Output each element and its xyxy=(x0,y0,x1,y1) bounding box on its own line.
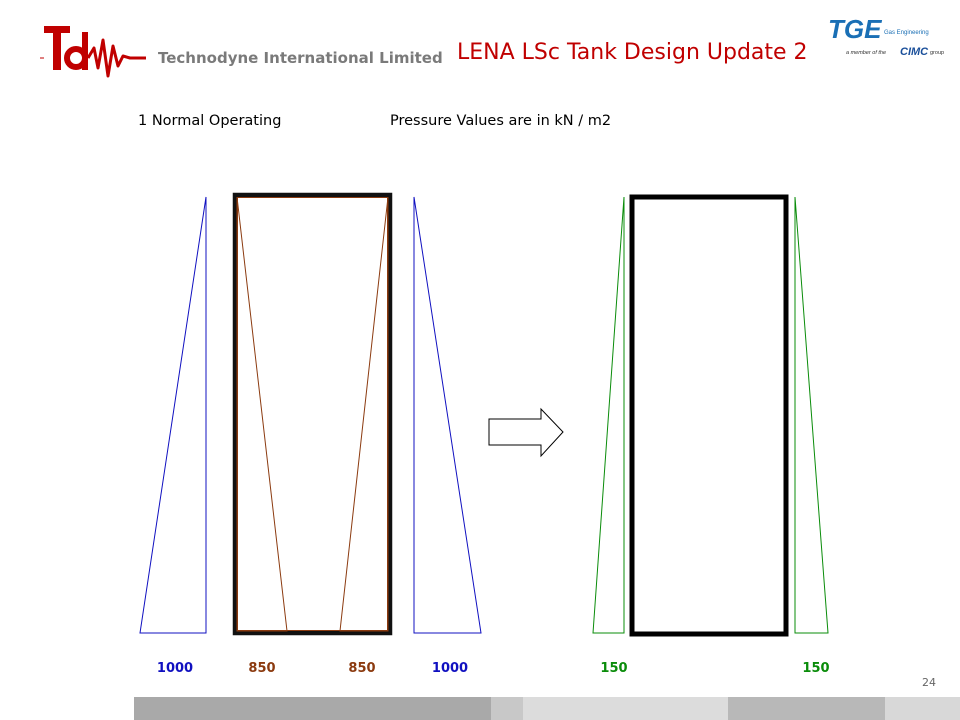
left-outer-pressure-triangle xyxy=(139,196,207,634)
left-inner-pressure-triangle xyxy=(236,196,288,632)
tank-wall-after xyxy=(629,194,789,637)
units-note: Pressure Values are in kN / m2 xyxy=(390,113,612,129)
right-arrow-icon xyxy=(488,407,564,458)
load-case-label: 1 Normal Operating xyxy=(138,113,282,129)
right-outer-pressure-triangle xyxy=(413,196,482,634)
right-inner-pressure-triangle xyxy=(339,196,389,632)
svg-text:TGE: TGE xyxy=(828,14,882,44)
tge-cimc-logo: TGE Gas Engineering a member of the CIMC… xyxy=(826,14,946,66)
tank-wall-before xyxy=(232,192,393,636)
pressure-value: 1000 xyxy=(431,661,469,676)
right-net-pressure-triangle xyxy=(794,196,829,634)
svg-text:group: group xyxy=(930,50,944,56)
footer-bar xyxy=(0,697,960,720)
svg-text:a member of the: a member of the xyxy=(846,50,886,56)
svg-text:CIMC: CIMC xyxy=(900,46,929,58)
pressure-value: 150 xyxy=(600,661,628,676)
pressure-value: 1000 xyxy=(156,661,194,676)
pressure-value: 150 xyxy=(802,661,830,676)
svg-text:Gas Engineering: Gas Engineering xyxy=(884,30,929,36)
page-number: 24 xyxy=(922,676,936,689)
pressure-value: 850 xyxy=(348,661,376,676)
company-name: Technodyne International Limited xyxy=(158,49,443,67)
slide-title: LENA LSc Tank Design Update 2 xyxy=(457,40,808,65)
left-net-pressure-triangle xyxy=(592,196,625,634)
pressure-value: 850 xyxy=(248,661,276,676)
technodyne-logo xyxy=(40,18,150,98)
